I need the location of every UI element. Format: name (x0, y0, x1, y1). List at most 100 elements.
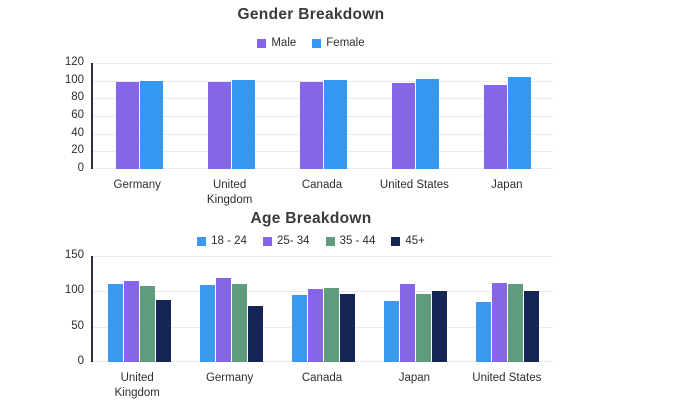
legend-swatch-18-24 (197, 236, 207, 246)
bar-female-united-states (415, 78, 439, 169)
plot-area (91, 256, 553, 362)
y-tick-label: 100 (64, 73, 84, 86)
legend-item-35-44: 35 - 44 (325, 235, 376, 247)
bar-group-united-states (369, 63, 461, 169)
legend-label: 35 - 44 (339, 235, 376, 247)
bar-18-24-united-kingdom (107, 284, 123, 362)
legend-swatch-male (257, 38, 267, 48)
bar-35-44-united-states (507, 284, 523, 362)
bar-group-united-kingdom (185, 63, 277, 169)
x-axis-label-japan: Japan (398, 372, 431, 384)
legend-swatch-25-34 (262, 236, 272, 246)
bar-male-japan (483, 85, 507, 169)
y-axis: 0 50 100 150 (0, 249, 91, 367)
y-axis: 0 20 40 60 80 100 120 (0, 56, 91, 174)
legend-label: 18 - 24 (211, 235, 247, 247)
x-axis-label-canada: Canada (301, 179, 343, 191)
gridline (93, 63, 553, 64)
plot-area (91, 63, 553, 169)
age-breakdown-chart: Age Breakdown 18 - 24 25- 34 35 - 44 45+ 0 5… (0, 210, 622, 401)
bar-45-united-states (523, 291, 539, 362)
y-tick-label: 150 (64, 249, 84, 261)
x-axis-labels: United Kingdom Germany Canada Japan United S… (91, 371, 553, 401)
bar-18-24-germany (199, 285, 215, 362)
legend-swatch-35-44 (325, 236, 335, 246)
chart-title: Age Breakdown (250, 210, 372, 227)
legend-label: Female (326, 37, 365, 49)
bar-25-34-japan (399, 283, 415, 362)
x-axis-label-germany: Germany (113, 179, 161, 191)
x-axis-label-united-kingdom: United Kingdom (114, 372, 160, 399)
gridline (93, 151, 553, 153)
legend-item-female: Female (312, 37, 365, 49)
bar-18-24-japan (383, 301, 399, 362)
bar-group-japan (369, 256, 461, 362)
legend-swatch-45 (391, 236, 401, 246)
bar-25-34-united-kingdom (123, 280, 139, 362)
bar-group-canada (277, 256, 369, 362)
y-tick-label: 20 (71, 144, 84, 157)
bar-35-44-united-kingdom (139, 285, 155, 362)
y-tick-label: 50 (71, 319, 84, 332)
gridline (93, 361, 553, 362)
x-axis-label-united-states: United States (379, 179, 449, 191)
bar-male-germany (115, 81, 139, 169)
bar-25-34-germany (215, 277, 231, 362)
y-tick-label: 100 (64, 284, 84, 297)
gridline (93, 256, 553, 257)
bar-male-united-states (391, 83, 415, 169)
bar-group-germany (93, 63, 185, 169)
legend: Male Female (0, 37, 622, 49)
legend-label: 45+ (405, 235, 425, 247)
y-tick-label: 0 (77, 162, 84, 174)
bar-groups (93, 256, 553, 362)
bar-group-canada (277, 63, 369, 169)
bar-25-34-united-states (491, 282, 507, 362)
x-axis-label-canada: Canada (301, 372, 343, 384)
legend-item-male: Male (257, 37, 296, 49)
bar-male-united-kingdom (207, 82, 231, 169)
y-tick-label: 0 (77, 355, 84, 367)
y-tick-label: 40 (71, 126, 84, 139)
legend-item-45: 45+ (391, 235, 425, 247)
y-tick-label: 120 (64, 56, 84, 68)
bar-female-united-kingdom (231, 79, 255, 169)
x-axis-labels: Germany United Kingdom Canada United States… (91, 178, 553, 208)
x-axis-label-united-states: United States (472, 372, 542, 384)
gender-breakdown-chart: Gender Breakdown Male Female 0 20 40 60 80 100… (0, 6, 622, 208)
bar-18-24-canada (291, 294, 307, 362)
plot-row: 0 50 100 150 (0, 249, 622, 367)
gridline (93, 291, 553, 293)
bar-female-canada (323, 79, 347, 169)
plot-row: 0 20 40 60 80 100 120 (0, 56, 622, 174)
bar-group-united-kingdom (93, 256, 185, 362)
bar-35-44-japan (415, 294, 431, 362)
bar-25-34-canada (307, 288, 323, 362)
x-axis-label-united-kingdom: United Kingdom (206, 179, 253, 206)
x-axis-label-germany: Germany (205, 372, 254, 384)
bar-35-44-canada (323, 287, 339, 362)
bar-18-24-united-states (475, 301, 491, 362)
legend-swatch-female (312, 38, 322, 48)
bar-35-44-germany (231, 284, 247, 362)
legend-label: 25- 34 (276, 235, 310, 247)
bar-group-germany (185, 256, 277, 362)
bar-group-japan (461, 63, 553, 169)
bar-45-canada (339, 293, 355, 362)
gridline (93, 80, 553, 82)
bar-male-canada (299, 82, 323, 169)
gridline (93, 98, 553, 100)
legend-item-25-34: 25- 34 (262, 235, 310, 247)
gridline (93, 133, 553, 135)
legend-item-18-24: 18 - 24 (197, 235, 247, 247)
gridline (93, 168, 553, 169)
bar-female-germany (139, 80, 163, 169)
y-tick-label: 60 (71, 109, 84, 121)
gridline (93, 326, 553, 328)
x-axis-label-japan: Japan (491, 179, 523, 191)
gridline (93, 116, 553, 117)
y-tick-label: 80 (71, 91, 84, 104)
legend: 18 - 24 25- 34 35 - 44 45+ (0, 235, 622, 247)
bar-45-united-kingdom (155, 299, 171, 362)
